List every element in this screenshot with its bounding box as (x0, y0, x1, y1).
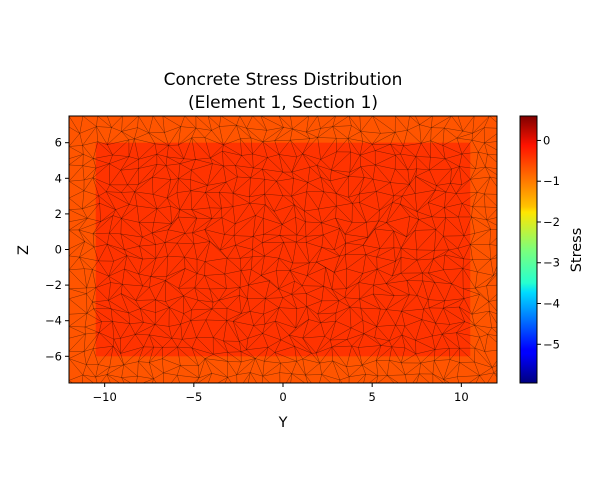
x-tick-label: 0 (279, 390, 286, 404)
colorbar-label: Stress (569, 228, 585, 273)
triangular-mesh (69, 116, 497, 383)
mesh-edges (69, 116, 497, 383)
colorbar-ticks: 0 −1 −2 −3 −4 −5 (537, 133, 560, 351)
y-tick-label: 2 (55, 207, 62, 221)
y-tick-label: −2 (45, 278, 62, 292)
x-tick-label: −10 (93, 390, 117, 404)
chart-title-line-1: Concrete Stress Distribution (164, 70, 403, 90)
colorbar-tick-label: −2 (543, 215, 560, 229)
x-tick-label: 10 (454, 390, 469, 404)
y-tick-label: 0 (55, 243, 62, 257)
y-tick-label: 6 (55, 136, 62, 150)
y-tick-label: −4 (45, 314, 62, 328)
colorbar-tick-label: −1 (543, 174, 560, 188)
stress-regions (69, 116, 497, 383)
x-tick-label: −5 (185, 390, 202, 404)
colorbar-tick-label: 0 (543, 133, 550, 147)
colorbar (519, 115, 538, 384)
colorbar-tick-label: −3 (543, 256, 560, 270)
chart-title-line-2: (Element 1, Section 1) (188, 93, 378, 113)
x-axis-label: Y (278, 415, 288, 431)
y-tick-label: 4 (55, 171, 62, 185)
y-axis-label: Z (16, 245, 32, 255)
x-axis-ticks: −10 −5 0 5 10 (93, 383, 469, 404)
y-tick-label: −6 (45, 349, 62, 363)
y-axis-ticks: −6 −4 −2 0 2 4 6 (45, 136, 69, 363)
colorbar-tick-label: −5 (543, 337, 560, 351)
x-tick-label: 5 (369, 390, 376, 404)
colorbar-tick-label: −4 (543, 297, 560, 311)
